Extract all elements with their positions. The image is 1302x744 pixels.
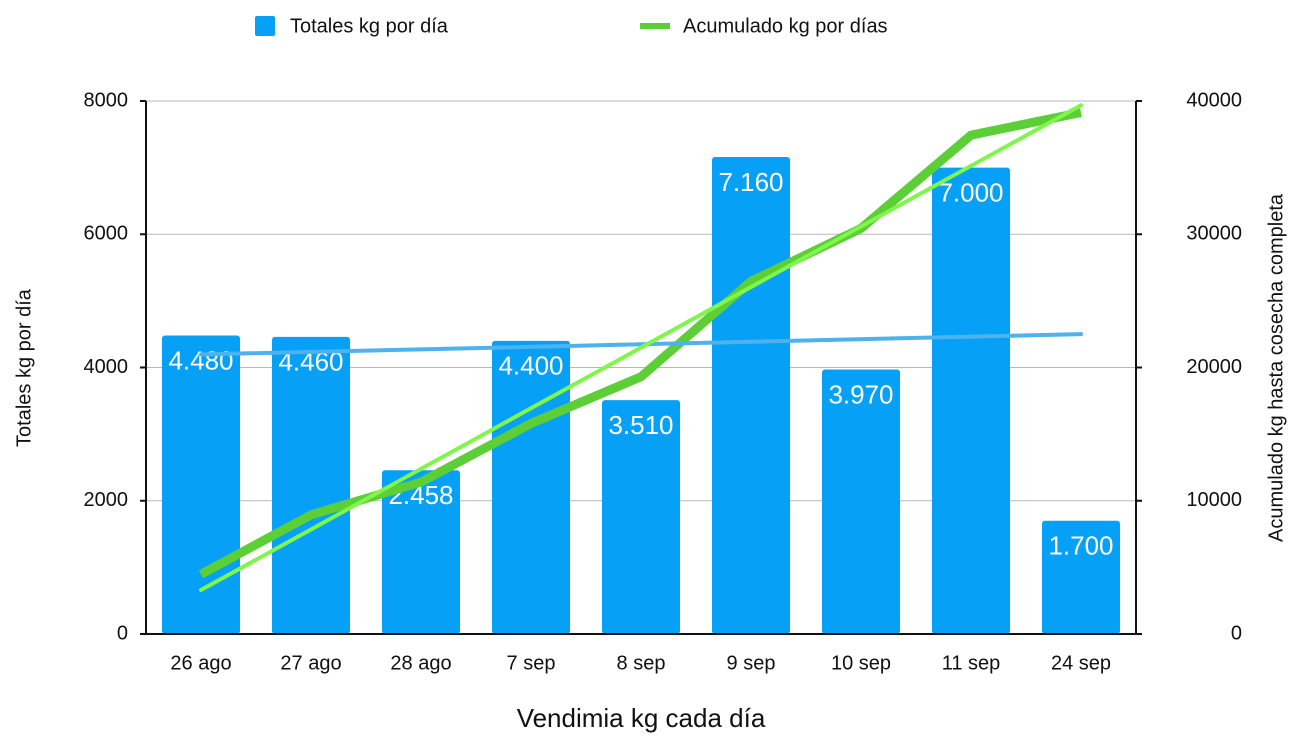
x-tick-label: 24 sep: [1051, 652, 1111, 674]
y2-tick-label: 20000: [1186, 356, 1242, 378]
trend-line: [199, 103, 1083, 593]
x-tick-label: 10 sep: [831, 652, 891, 674]
y2-axis-label: Acumulado kg hasta cosecha completa: [1265, 193, 1287, 542]
y2-tick-label: 30000: [1186, 223, 1242, 245]
x-tick-label: 28 ago: [390, 652, 451, 674]
value-label: 3.970: [828, 379, 893, 409]
bar: [822, 369, 900, 634]
x-tick-label: 26 ago: [170, 652, 231, 674]
y2-tick-label: 10000: [1186, 489, 1242, 511]
bar: [272, 336, 350, 634]
legend-label: Totales kg por día: [290, 15, 449, 37]
y-tick-label: 4000: [84, 356, 129, 378]
y-tick-label: 6000: [84, 223, 129, 245]
bar: [492, 340, 570, 634]
x-axis-label: Vendimia kg cada día: [517, 703, 766, 733]
value-label: 4.400: [498, 351, 563, 381]
legend-label: Acumulado kg por días: [683, 15, 888, 37]
x-tick-label: 11 sep: [942, 652, 1001, 674]
line: [198, 108, 1082, 579]
value-label: 1.700: [1048, 531, 1113, 561]
bar: [602, 400, 680, 634]
y2-tick-label: 0: [1231, 622, 1242, 644]
bar: [932, 167, 1010, 634]
y-tick-label: 8000: [84, 89, 129, 111]
bar: [1042, 520, 1120, 634]
y-tick-label: 2000: [84, 489, 129, 511]
x-tick-label: 9 sep: [727, 652, 776, 674]
value-label: 7.000: [938, 178, 1003, 208]
y2-tick-label: 40000: [1186, 89, 1242, 111]
x-tick-label: 8 sep: [617, 652, 666, 674]
y-tick-label: 0: [117, 622, 128, 644]
value-label: 4.480: [168, 345, 233, 375]
trend-line: [199, 332, 1083, 357]
bar: [382, 470, 460, 634]
y-axis-label: Totales kg por día: [13, 288, 35, 447]
value-label: 7.160: [718, 167, 783, 197]
x-tick-label: 7 sep: [507, 652, 556, 674]
x-tick-label: 27 ago: [280, 652, 341, 674]
value-label: 3.510: [608, 410, 673, 440]
legend-swatch: [255, 16, 275, 36]
bar: [712, 156, 790, 634]
